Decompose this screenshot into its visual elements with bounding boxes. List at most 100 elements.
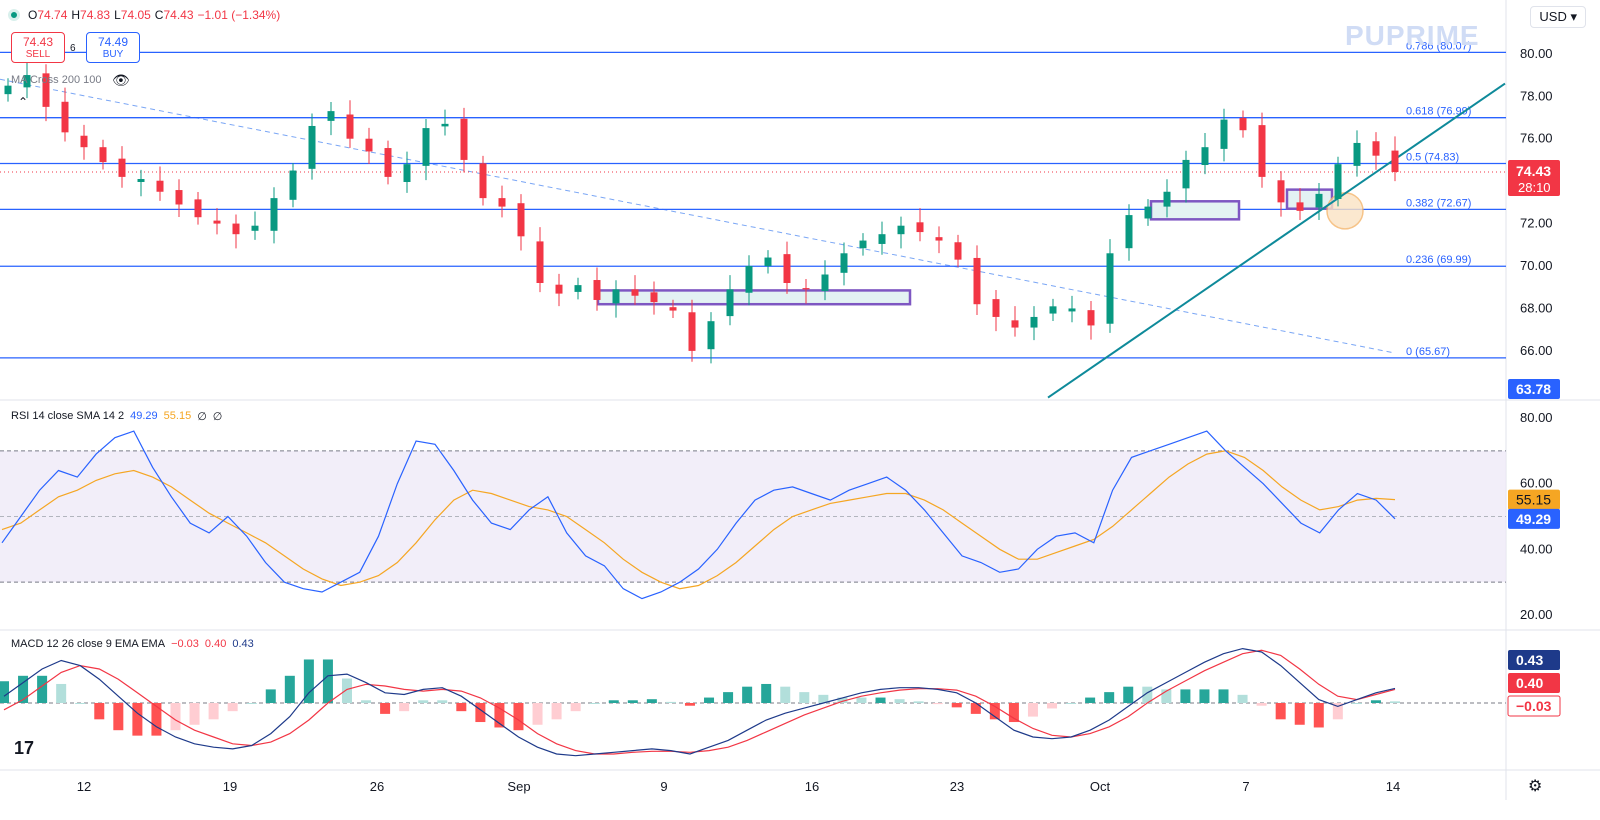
fib-level-label: 0.5 (74.83) (1406, 152, 1459, 164)
macd-histogram-bar (1047, 703, 1058, 709)
macd-histogram-bar (189, 703, 200, 725)
candle-body (384, 148, 392, 177)
currency-selector[interactable]: USD ▾ (1530, 6, 1586, 28)
macd-histogram-bar (132, 703, 143, 736)
candle-body (517, 203, 525, 237)
ma-cross-label[interactable]: MA Cross 200 100 (11, 74, 102, 86)
candle-body (897, 225, 905, 235)
candle-body (1220, 119, 1228, 149)
eye-icon[interactable]: 👁 (112, 72, 130, 88)
candle-body (156, 180, 164, 192)
candle-body (707, 321, 715, 350)
ohlc-open: O74.74 (28, 8, 68, 22)
macd-histogram-bar (608, 700, 619, 703)
rsi-legend: RSI 14 close SMA 14 2 49.29 55.15 ∅ ∅ (11, 410, 222, 423)
candle-body (61, 101, 69, 133)
live-status-icon (8, 9, 20, 21)
macd-histogram-bar (1275, 703, 1286, 720)
macd-tag (1508, 673, 1560, 693)
sell-button[interactable]: 74.43 SELL (11, 32, 65, 63)
macd-histogram-bar (1066, 703, 1077, 704)
candle-body (688, 312, 696, 351)
macd-histogram-bar (570, 703, 581, 712)
candle-body (213, 220, 221, 224)
macd-histogram-bar (75, 703, 86, 704)
candle-body (1049, 306, 1057, 314)
macd-histogram-bar (646, 699, 657, 703)
candle-body (783, 254, 791, 283)
macd-tag-value: 0.43 (1516, 652, 1543, 668)
fib-level-label: 0 (65.67) (1406, 346, 1450, 358)
macd-histogram-bar (799, 692, 810, 703)
macd-histogram-bar (418, 700, 429, 703)
macd-tag-value: −0.03 (1516, 698, 1552, 714)
candle-body (42, 73, 50, 107)
macd-histogram-bar (303, 659, 314, 703)
brand-watermark: PUPRIME (1345, 20, 1480, 51)
price-tick-label: 80.00 (1520, 46, 1553, 61)
candle-body (1068, 308, 1076, 312)
rsi-empty-2: ∅ (212, 411, 223, 423)
macd-histogram-bar (246, 703, 257, 704)
candle-body (308, 125, 316, 169)
macd-histogram-bar (894, 699, 905, 703)
ohlc-high: H74.83 (71, 8, 111, 22)
spread-value: 6 (70, 43, 76, 54)
candle-body (1125, 215, 1133, 249)
macd-histogram-bar (208, 703, 219, 720)
time-axis-label: 14 (1386, 779, 1400, 794)
macd-histogram-bar (437, 700, 448, 703)
price-tick-label: 66.00 (1520, 343, 1553, 358)
candle-body (536, 241, 544, 283)
macd-histogram-bar (761, 683, 772, 703)
candle-body (1258, 125, 1266, 177)
consolidation-box (596, 289, 912, 306)
candle-body (441, 123, 449, 127)
macd-histogram-bar (951, 703, 962, 708)
macd-histogram-bar (551, 703, 562, 720)
candle-body (99, 147, 107, 163)
price-tick-label: 72.00 (1520, 216, 1553, 231)
candle-body (365, 138, 373, 152)
ohlc-change: −1.01 (−1.34%) (197, 8, 281, 22)
macd-histogram-bar (361, 700, 372, 703)
macd-histogram-bar (475, 703, 486, 723)
macd-histogram-bar (1104, 692, 1115, 703)
macd-histogram-bar (113, 703, 124, 731)
collapse-chevron-icon[interactable]: ⌃ (18, 95, 29, 109)
candle-body (479, 163, 487, 199)
macd-histogram-bar (1027, 703, 1038, 717)
candle-body (23, 75, 31, 88)
settings-gear-icon[interactable]: ⚙ (1528, 778, 1543, 795)
macd-histogram-bar (856, 697, 867, 703)
macd-histogram-bar (875, 697, 886, 703)
candle-body (289, 170, 297, 200)
candle-body (175, 190, 183, 205)
currency-label: USD (1539, 9, 1567, 24)
candle-body (1011, 320, 1019, 328)
macd-histogram-bar (818, 694, 829, 703)
current-price-tag-value: 74.43 (1516, 163, 1551, 179)
candle-body (973, 257, 981, 305)
macd-histogram-bar (170, 703, 181, 731)
macd-histogram-bar (18, 675, 29, 703)
macd-histogram-bar (0, 681, 9, 703)
candle-body (1087, 310, 1095, 326)
candle-body (1372, 141, 1380, 156)
macd-histogram-bar (1008, 703, 1019, 723)
rsi-tick-label: 60.00 (1520, 476, 1553, 491)
current-price-tag (1508, 160, 1560, 197)
buy-button[interactable]: 74.49 BUY (86, 32, 140, 63)
candle-body (4, 85, 12, 95)
candle-body (878, 234, 886, 244)
macd-tag-value: 0.40 (1516, 675, 1543, 691)
price-tick-label: 78.00 (1520, 88, 1553, 103)
macd-histogram-bar (1199, 689, 1210, 703)
rsi-sma-tag (1508, 489, 1560, 510)
candle-body (1239, 117, 1247, 131)
macd-histogram-bar (1332, 703, 1343, 720)
macd-hist-value: −0.03 (171, 638, 199, 650)
macd-histogram-bar (399, 703, 410, 712)
candle-body (1353, 142, 1361, 166)
